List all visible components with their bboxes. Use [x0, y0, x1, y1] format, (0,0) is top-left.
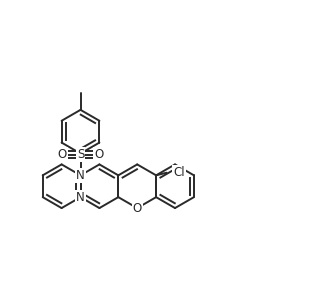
Text: Cl: Cl [173, 166, 185, 179]
Text: S: S [77, 148, 84, 161]
Text: O: O [94, 148, 104, 161]
Text: O: O [133, 202, 142, 214]
Text: N: N [76, 169, 85, 182]
Text: O: O [57, 148, 66, 161]
Text: N: N [76, 191, 85, 204]
